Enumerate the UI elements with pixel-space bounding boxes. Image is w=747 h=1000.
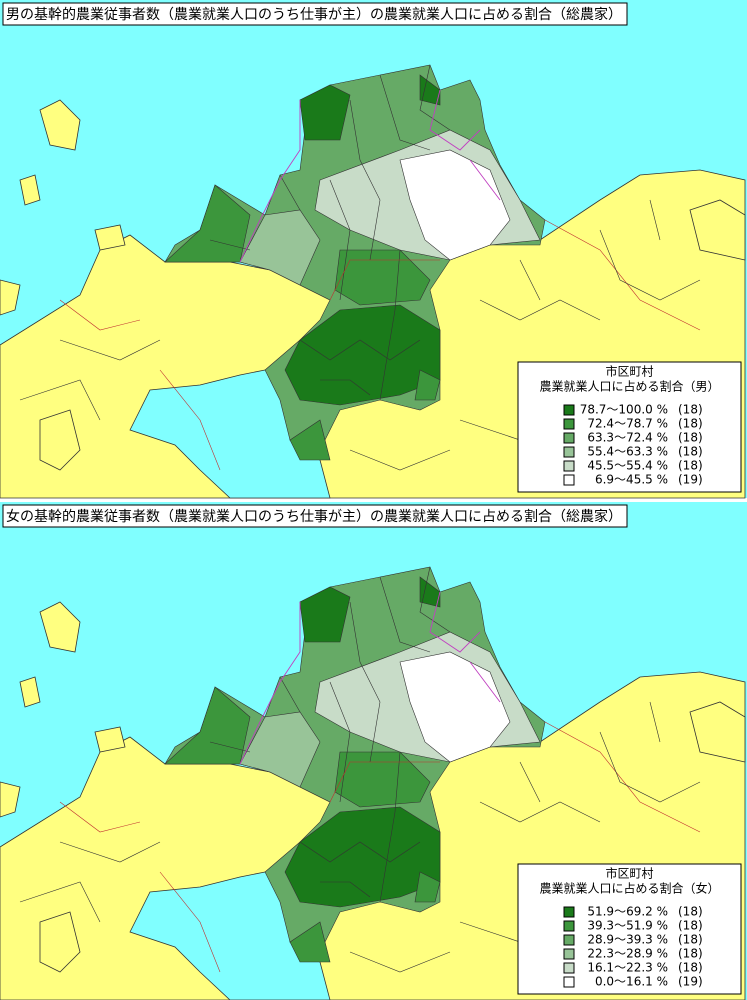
legend-range: 78.7～100.0 % <box>580 403 668 417</box>
legend-subtitle: 農業就業人口に占める割合（男） <box>539 379 719 394</box>
legend-range: 72.4～78.7 % <box>587 417 668 431</box>
legend-swatch <box>563 460 575 472</box>
legend-count: (19) <box>678 975 703 989</box>
legend-swatch <box>563 474 575 486</box>
legend-range: 51.9～69.2 % <box>587 905 668 919</box>
legend-count: (18) <box>678 459 703 473</box>
legend-count: (18) <box>678 919 703 933</box>
legend-swatch <box>563 962 575 974</box>
map-title: 男の基幹的農業従事者数（農業就業人口のうち仕事が主）の農業就業人口に占める割合（… <box>6 6 622 23</box>
map-title: 女の基幹的農業従事者数（農業就業人口のうち仕事が主）の農業就業人口に占める割合（… <box>6 508 622 525</box>
legend-swatch <box>563 432 575 444</box>
legend-swatch <box>563 934 575 946</box>
legend-swatch <box>563 906 575 918</box>
legend-count: (18) <box>678 933 703 947</box>
title-box <box>2 504 628 528</box>
legend-count: (18) <box>678 947 703 961</box>
legend-subtitle: 農業就業人口に占める割合（女） <box>539 881 719 896</box>
legend-range: 39.3～51.9 % <box>587 919 668 933</box>
legend-count: (18) <box>678 961 703 975</box>
legend-range: 63.3～72.4 % <box>587 431 668 445</box>
legend-range: 22.3～28.9 % <box>587 947 668 961</box>
map-panel: 女の基幹的農業従事者数（農業就業人口のうち仕事が主）の農業就業人口に占める割合（… <box>0 501 747 1000</box>
legend-swatch <box>563 418 575 430</box>
legend-range: 6.9～45.5 % <box>595 473 668 487</box>
legend-range: 55.4～63.3 % <box>587 445 668 459</box>
legend-swatch <box>563 446 575 458</box>
legend-swatch <box>563 404 575 416</box>
legend-box <box>517 863 742 995</box>
legend-count: (18) <box>678 403 703 417</box>
legend-title: 市区町村 <box>605 364 653 379</box>
legend-count: (18) <box>678 431 703 445</box>
legend-range: 0.0～16.1 % <box>595 975 668 989</box>
legend-box <box>517 361 742 493</box>
legend-count: (18) <box>678 417 703 431</box>
map-panel: 男の基幹的農業従事者数（農業就業人口のうち仕事が主）の農業就業人口に占める割合（… <box>0 0 747 499</box>
legend-range: 45.5～55.4 % <box>587 459 668 473</box>
legend-swatch <box>563 976 575 988</box>
title-box <box>2 2 628 26</box>
legend-range: 28.9～39.3 % <box>587 933 668 947</box>
legend-count: (18) <box>678 905 703 919</box>
legend-swatch <box>563 920 575 932</box>
legend-range: 16.1～22.3 % <box>587 961 668 975</box>
legend-swatch <box>563 948 575 960</box>
legend-count: (19) <box>678 473 703 487</box>
legend-count: (18) <box>678 445 703 459</box>
legend-title: 市区町村 <box>605 866 653 881</box>
